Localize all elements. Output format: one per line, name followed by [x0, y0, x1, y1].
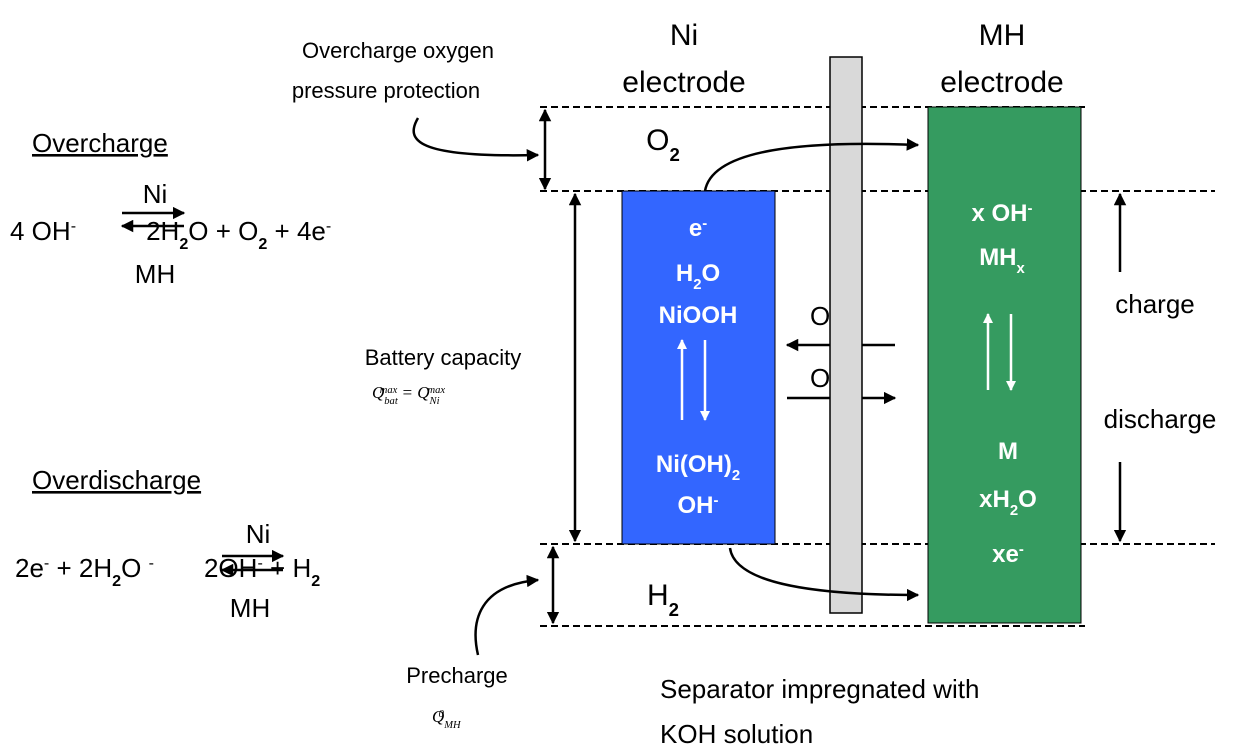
catalyst-label: Ni — [246, 519, 271, 549]
species: MHx — [979, 244, 1025, 277]
electrode-title: MH — [979, 19, 1026, 52]
curved-arrow — [728, 547, 920, 602]
species: e- — [689, 215, 707, 242]
curved-arrow — [474, 574, 540, 656]
gas-label: H2 — [647, 579, 679, 620]
mh-electrode-box — [927, 106, 1082, 624]
formula: QMH0 — [432, 707, 462, 731]
catalyst-label: MH — [135, 259, 175, 289]
charge-label: charge — [1115, 289, 1195, 319]
annotation: Overcharge oxygen — [302, 38, 494, 63]
species: xH2O — [979, 486, 1037, 519]
species: H2O — [676, 260, 720, 293]
equation: 2e- + 2H2O -2OH- + H2 — [15, 553, 320, 590]
annotation: pressure protection — [292, 78, 480, 103]
discharge-label: discharge — [1104, 404, 1217, 434]
annotation: KOH solution — [660, 719, 813, 749]
annotation: Separator impregnated with — [660, 674, 979, 704]
electrode-title: electrode — [622, 66, 745, 99]
separator — [829, 56, 863, 614]
annotation: Battery capacity — [365, 345, 522, 370]
catalyst-label: MH — [230, 593, 270, 623]
gas-label: O2 — [646, 124, 680, 165]
electrode-title: Ni — [670, 19, 698, 52]
species: NiOOH — [659, 302, 738, 329]
electrode-title: electrode — [940, 66, 1063, 99]
species: x OH- — [972, 200, 1033, 227]
section-title: Overcharge — [32, 128, 168, 158]
curved-arrow — [412, 117, 540, 162]
curved-arrow — [703, 138, 920, 192]
equation: 4 OH- 2H2O + O2 + 4e- — [10, 216, 331, 253]
species: M — [998, 438, 1018, 465]
species: xe- — [992, 541, 1024, 568]
catalyst-label: Ni — [143, 179, 168, 209]
species: OH- — [678, 492, 719, 519]
section-title: Overdischarge — [32, 465, 201, 495]
species: Ni(OH)2 — [656, 451, 740, 484]
ni-electrode-box — [621, 190, 776, 545]
annotation: Precharge — [406, 663, 508, 688]
formula: Qbatmax = QNimax — [372, 383, 445, 407]
